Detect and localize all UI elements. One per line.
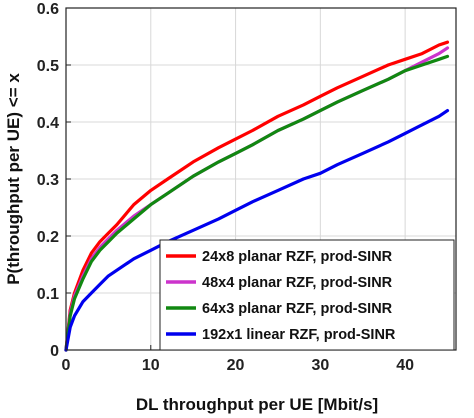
y-tick-label: 0.4 (37, 115, 59, 132)
tick-labels: 0 10 20 30 40 0 0.1 0.2 0.3 0.4 0.5 0.6 (37, 1, 414, 374)
series-line-4 (64, 108, 450, 352)
x-tick-label: 0 (62, 357, 71, 374)
y-tick-label: 0.2 (37, 229, 59, 246)
series-line-3 (64, 54, 450, 352)
legend-entry-3: 64x3 planar RZF, prod-SINR (202, 301, 393, 317)
series-lines (64, 40, 450, 352)
y-tick-label: 0 (50, 343, 59, 360)
x-tick-label: 20 (227, 357, 245, 374)
legend-entry-1: 24x8 planar RZF, prod-SINR (202, 249, 393, 265)
x-tick-label: 30 (311, 357, 329, 374)
legend-entry-2: 48x4 planar RZF, prod-SINR (202, 275, 393, 291)
x-tick-label: 10 (142, 357, 160, 374)
legend-box (159, 239, 455, 351)
series-line-1 (64, 40, 450, 352)
legend-entry-4: 192x1 linear RZF, prod-SINR (202, 327, 396, 343)
legend: 24x8 planar RZF, prod-SINR 48x4 planar RZ… (159, 239, 455, 351)
y-tick-label: 0.3 (37, 172, 59, 189)
y-tick-label: 0.6 (37, 1, 59, 18)
x-axis-label: DL throughput per UE [Mbit/s] (136, 395, 378, 414)
x-tick-label: 40 (396, 357, 414, 374)
y-tick-label: 0.1 (37, 286, 59, 303)
y-tick-label: 0.5 (37, 58, 59, 75)
y-axis-label: P(throughput per UE) <= x (4, 73, 23, 285)
